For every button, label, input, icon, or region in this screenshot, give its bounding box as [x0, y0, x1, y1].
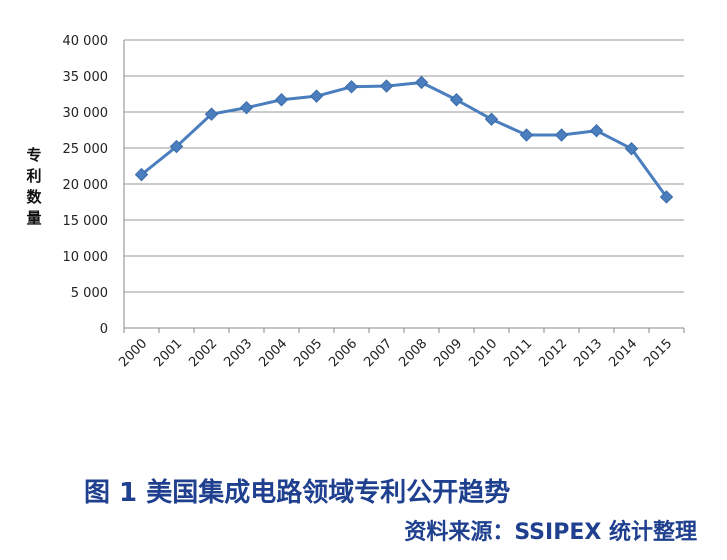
- data-point: [169, 139, 184, 154]
- source-note: 资料来源：SSIPEX 统计整理: [404, 520, 697, 545]
- y-axis-label-char: 数: [26, 188, 42, 206]
- data-point: [134, 167, 149, 182]
- x-tick-labels: 2000 2001 2002 2003 2004 2005 2006 2007 2008 2009…: [116, 336, 675, 370]
- x-tick-label: 2015: [641, 336, 675, 370]
- figure-caption: 图 1 美国集成电路领域专利公开趋势: [84, 478, 511, 508]
- x-tick-label: 2014: [606, 336, 640, 370]
- series-line: [140, 80, 668, 198]
- axes: [123, 40, 685, 333]
- data-point: [659, 190, 674, 204]
- x-tick-label: 2006: [326, 336, 360, 370]
- y-tick-label: 15 000: [63, 214, 109, 229]
- line-chart: 0 5 000 10 000 15 000 20 000 25 000 30 000 35 0…: [26, 34, 685, 370]
- y-tick-label: 20 000: [63, 178, 109, 193]
- gridlines: [124, 39, 684, 293]
- x-tick-label: 2003: [221, 336, 255, 370]
- y-axis-label-char: 量: [26, 209, 41, 227]
- x-tick-label: 2013: [571, 336, 605, 370]
- series-line-path: [140, 80, 668, 198]
- y-tick-label: 0: [100, 322, 108, 337]
- x-tick-label: 2005: [291, 336, 325, 370]
- data-point: [449, 93, 464, 107]
- data-point: [484, 112, 499, 126]
- x-tick-label: 2008: [396, 336, 430, 370]
- x-tick-label: 2002: [186, 336, 220, 370]
- data-point: [239, 100, 254, 115]
- x-tick-label: 2007: [361, 336, 395, 370]
- y-tick-label: 25 000: [63, 142, 109, 157]
- y-tick-label: 5 000: [71, 286, 108, 301]
- data-point: [554, 128, 569, 142]
- data-point: [589, 124, 604, 138]
- x-tick-label: 2004: [256, 336, 290, 370]
- series-markers: [134, 75, 674, 204]
- x-tick-label: 2012: [536, 336, 570, 370]
- data-point: [309, 89, 324, 103]
- data-point: [204, 107, 219, 121]
- x-tick-label: 2009: [431, 336, 465, 370]
- y-tick-label: 30 000: [63, 106, 109, 121]
- x-tick-label: 2001: [151, 336, 185, 370]
- data-point: [379, 79, 394, 93]
- x-tick-label: 2010: [466, 336, 500, 370]
- y-tick-label: 10 000: [63, 250, 109, 265]
- y-tick-labels: 0 5 000 10 000 15 000 20 000 25 000 30 000 35 0…: [63, 34, 109, 337]
- data-point: [274, 93, 289, 107]
- x-tick-label: 2000: [116, 336, 150, 370]
- data-point: [344, 80, 359, 94]
- x-tick-label: 2011: [501, 336, 535, 370]
- y-axis-label-char: 专: [26, 146, 41, 164]
- data-point: [624, 142, 639, 156]
- y-tick-label: 40 000: [63, 34, 109, 49]
- y-axis-label-char: 利: [26, 167, 41, 185]
- data-point: [414, 75, 429, 90]
- y-tick-label: 35 000: [63, 70, 109, 85]
- data-point: [519, 128, 534, 142]
